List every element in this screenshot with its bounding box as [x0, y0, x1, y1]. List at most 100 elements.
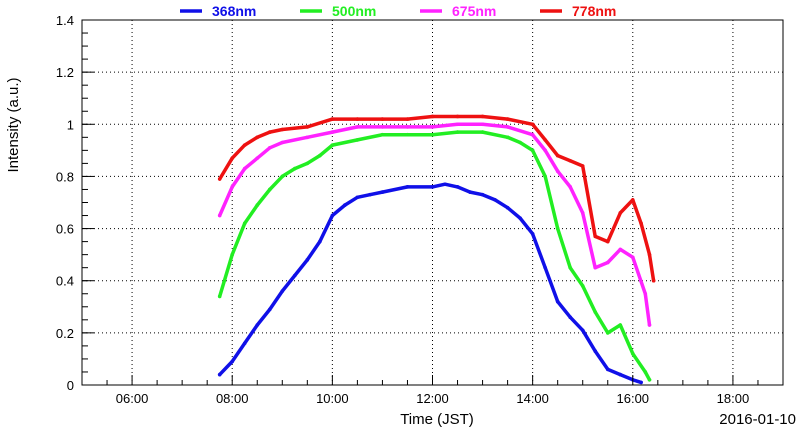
data-point [647, 377, 652, 382]
data-point [293, 273, 297, 278]
data-point [480, 122, 485, 127]
data-point [242, 143, 247, 147]
data-point [217, 213, 222, 218]
data-point [493, 198, 497, 202]
data-point [530, 231, 535, 236]
data-point [405, 185, 410, 189]
y-tick-label: 0.6 [56, 222, 74, 237]
data-point [480, 192, 485, 197]
data-point [318, 239, 322, 244]
data-point [430, 114, 435, 119]
data-point [643, 370, 648, 374]
data-point [405, 132, 410, 137]
data-point [555, 226, 560, 231]
x-tick-label: 18:00 [717, 391, 750, 406]
data-point [505, 135, 510, 140]
data-point [543, 174, 547, 179]
data-point [468, 190, 472, 194]
data-point [280, 174, 285, 179]
data-point [630, 255, 635, 260]
data-point [593, 234, 598, 239]
data-point [618, 247, 623, 252]
data-point [618, 323, 623, 327]
data-point [267, 307, 272, 312]
data-point [330, 143, 335, 147]
legend-label-368nm: 368nm [212, 3, 256, 19]
data-point [505, 117, 510, 121]
legend: 368nm 500nm 675nm 778nm [180, 3, 616, 19]
legend-label-500nm: 500nm [332, 3, 376, 19]
data-point [518, 140, 522, 145]
data-point [605, 331, 610, 335]
data-point [518, 216, 522, 220]
data-point [455, 185, 460, 189]
data-point [330, 213, 335, 218]
data-point [380, 125, 385, 129]
data-point [430, 185, 435, 189]
x-tick-label: 06:00 [116, 391, 149, 406]
data-point [568, 265, 572, 270]
data-point [305, 135, 310, 140]
y-tick-label: 0.2 [56, 326, 74, 341]
data-point [580, 164, 585, 168]
data-point [630, 351, 635, 356]
data-point [380, 190, 385, 194]
data-point [593, 349, 598, 353]
data-point [355, 138, 360, 142]
data-point [368, 192, 372, 197]
y-tick-label: 0.8 [56, 169, 74, 184]
y-axis-title: Intensity (a.u.) [5, 77, 22, 172]
data-point [280, 127, 285, 132]
data-point [505, 205, 510, 210]
data-point [280, 289, 285, 293]
data-point [318, 153, 322, 158]
axes: 06:00 08:00 10:00 12:00 14:00 16:00 18:00 0 0.2 0… [56, 13, 759, 406]
data-point [405, 125, 410, 129]
data-point [430, 132, 435, 137]
series-layer [217, 114, 656, 385]
x-tick-label: 08:00 [216, 391, 249, 406]
data-point [255, 323, 260, 327]
y-tick-label: 0 [67, 378, 74, 393]
data-point [605, 367, 610, 372]
data-point [217, 294, 222, 299]
data-point [543, 138, 547, 142]
data-point [280, 140, 285, 145]
data-point [242, 166, 247, 171]
legend-label-778nm: 778nm [572, 3, 616, 19]
data-point [618, 211, 623, 215]
data-point [267, 145, 272, 150]
data-point [405, 117, 410, 121]
data-point [605, 260, 610, 265]
data-point [580, 284, 585, 288]
data-point [555, 153, 560, 158]
data-point [568, 315, 572, 320]
series-line-675nm [217, 122, 652, 327]
data-point [217, 177, 222, 181]
data-point [355, 117, 360, 121]
data-point [593, 265, 598, 270]
data-point [330, 117, 335, 121]
data-point [255, 203, 260, 207]
data-point [267, 130, 272, 134]
data-point [330, 130, 335, 134]
y-tick-label: 0.4 [56, 274, 74, 289]
data-point [647, 323, 652, 327]
data-point [242, 341, 247, 346]
data-point [455, 122, 460, 127]
data-point [643, 291, 648, 296]
data-point [443, 182, 447, 187]
legend-label-675nm: 675nm [452, 3, 496, 19]
data-point [217, 372, 222, 377]
data-point [305, 125, 310, 129]
data-point [505, 125, 510, 129]
data-point [255, 156, 260, 160]
x-tick-label: 10:00 [316, 391, 349, 406]
data-point [580, 328, 585, 333]
data-point [530, 148, 535, 153]
data-point [639, 380, 643, 385]
data-point [305, 161, 310, 166]
data-point [568, 158, 572, 163]
